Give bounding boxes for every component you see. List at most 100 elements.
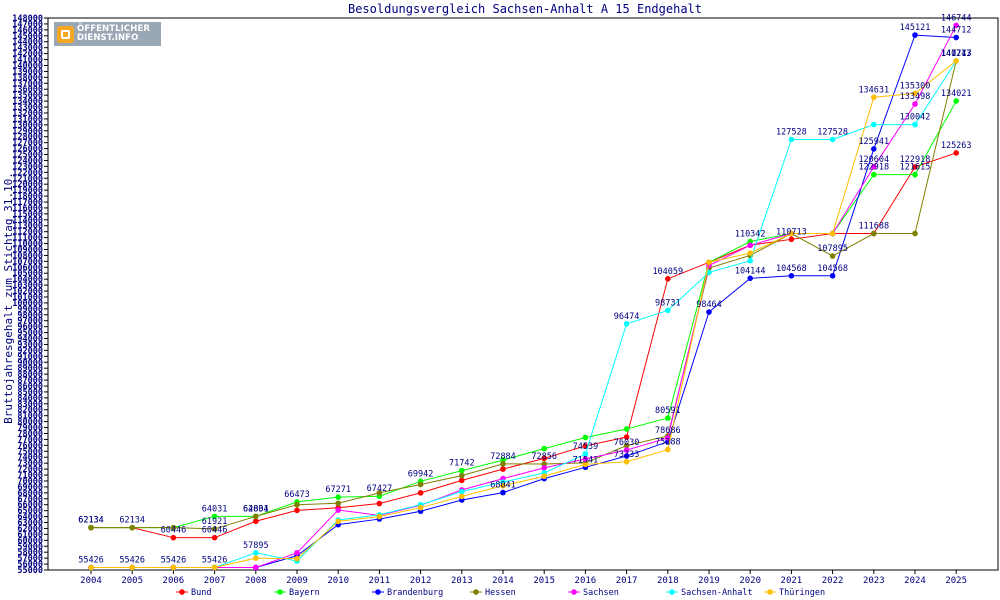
legend-label-hessen: Hessen: [485, 588, 516, 598]
data-point-sachsen-anhalt: [459, 488, 465, 495]
y-tick-label: 143000: [12, 44, 43, 54]
data-point-sachsen: [294, 549, 300, 556]
series-line-sachsen-anhalt: [91, 60, 957, 568]
legend-marker-sachsen: [571, 589, 577, 595]
data-point-sachsen: [623, 447, 630, 453]
data-label: 69942: [408, 469, 434, 479]
data-point-th-ringen: [170, 564, 177, 571]
y-tick-label: 137000: [12, 79, 43, 89]
data-label: 104144: [735, 266, 766, 276]
data-label: 66473: [284, 490, 310, 500]
y-tick-label: 85000: [17, 388, 43, 398]
data-point-hessen: [829, 253, 836, 259]
y-tick-label: 146000: [12, 26, 43, 36]
data-label: 98731: [655, 298, 681, 308]
data-point-th-ringen: [912, 90, 918, 97]
data-label: 144712: [941, 26, 972, 36]
y-tick-label: 92000: [17, 346, 43, 356]
y-tick-label: 64000: [17, 513, 43, 523]
x-tick-label: 2018: [657, 576, 679, 586]
x-tick-label: 2009: [286, 576, 308, 586]
y-tick-label: 125000: [12, 151, 43, 161]
data-labels: 62134 62134 60446 60446 104059 110713 111688 12…: [78, 13, 971, 565]
data-point-bund: [459, 477, 465, 484]
y-tick-label: 83000: [17, 400, 43, 410]
y-tick-label: 80000: [17, 418, 43, 428]
data-point-hessen: [376, 490, 383, 496]
y-tick-label: 61000: [17, 530, 43, 540]
y-tick-label: 136000: [12, 85, 43, 95]
y-axis-ticks: 5500056000570005800059000600006100062000…: [12, 14, 48, 576]
x-tick-label: 2006: [163, 576, 185, 586]
data-point-sachsen-anhalt: [747, 257, 753, 264]
data-label: 60446: [202, 526, 228, 536]
y-tick-label: 71000: [17, 471, 43, 481]
y-tick-label: 148000: [12, 14, 43, 24]
data-point-sachsen-anhalt: [623, 321, 630, 327]
y-tick-label: 103000: [12, 281, 43, 291]
data-point-sachsen-anhalt: [706, 269, 712, 276]
legend-marker-bayern: [277, 589, 283, 595]
y-tick-label: 122000: [12, 168, 43, 178]
y-tick-label: 78000: [17, 429, 43, 439]
data-label: 134631: [858, 85, 889, 95]
data-label: 67271: [325, 485, 351, 495]
y-tick-label: 60000: [17, 536, 43, 546]
x-tick-label: 2019: [698, 576, 720, 586]
x-tick-label: 2010: [327, 576, 349, 586]
y-tick-label: 87000: [17, 376, 43, 386]
data-point-sachsen-anhalt: [788, 136, 795, 143]
y-tick-label: 132000: [12, 109, 43, 119]
data-label: 125263: [941, 141, 972, 151]
y-tick-label: 79000: [17, 424, 43, 434]
data-point-hessen: [335, 500, 342, 507]
data-point-hessen: [88, 524, 94, 531]
data-label: 146744: [941, 13, 972, 23]
data-point-bund: [665, 276, 671, 282]
data-point-th-ringen: [376, 513, 383, 520]
y-tick-label: 75000: [17, 447, 43, 457]
y-tick-label: 112000: [12, 228, 43, 238]
data-point-sachsen: [912, 101, 918, 107]
y-tick-label: 134000: [12, 97, 43, 107]
data-point-sachsen: [582, 456, 589, 462]
x-tick-label: 2011: [369, 576, 391, 586]
x-tick-label: 2022: [822, 576, 844, 586]
data-point-bund: [953, 150, 959, 156]
data-point-sachsen: [665, 435, 671, 441]
data-point-hessen: [500, 461, 506, 467]
data-label: 64031: [243, 504, 269, 514]
y-tick-label: 126000: [12, 145, 43, 155]
y-tick-label: 106000: [12, 263, 43, 273]
y-tick-label: 72000: [17, 465, 43, 475]
data-point-th-ringen: [788, 230, 795, 237]
logo-icon: [57, 25, 74, 43]
y-tick-label: 66000: [17, 501, 43, 511]
y-tick-label: 65000: [17, 507, 43, 517]
legend-label-sachsen: Sachsen: [583, 588, 619, 598]
y-tick-label: 96000: [17, 323, 43, 333]
y-tick-label: 108000: [12, 251, 43, 261]
data-point-bund: [294, 507, 300, 514]
y-tick-label: 109000: [12, 245, 43, 255]
data-point-brandenburg: [706, 309, 712, 315]
x-tick-label: 2014: [492, 576, 514, 586]
y-tick-label: 116000: [12, 204, 43, 214]
data-label: 107895: [817, 244, 848, 254]
plot-frame: [47, 17, 999, 571]
data-point-brandenburg: [747, 275, 753, 282]
y-tick-label: 133000: [12, 103, 43, 113]
data-point-bayern: [623, 426, 630, 432]
series-layer: [88, 22, 959, 571]
x-tick-label: 2016: [575, 576, 597, 586]
data-point-sachsen-anhalt: [871, 121, 877, 128]
y-tick-label: 139000: [12, 67, 43, 77]
y-tick-label: 56000: [17, 560, 43, 570]
data-label: 67427: [367, 484, 393, 494]
series-line-hessen: [91, 60, 957, 530]
data-point-bayern: [912, 171, 918, 178]
series-line-bund: [91, 152, 957, 539]
data-point-hessen: [211, 526, 218, 532]
y-tick-label: 138000: [12, 73, 43, 83]
